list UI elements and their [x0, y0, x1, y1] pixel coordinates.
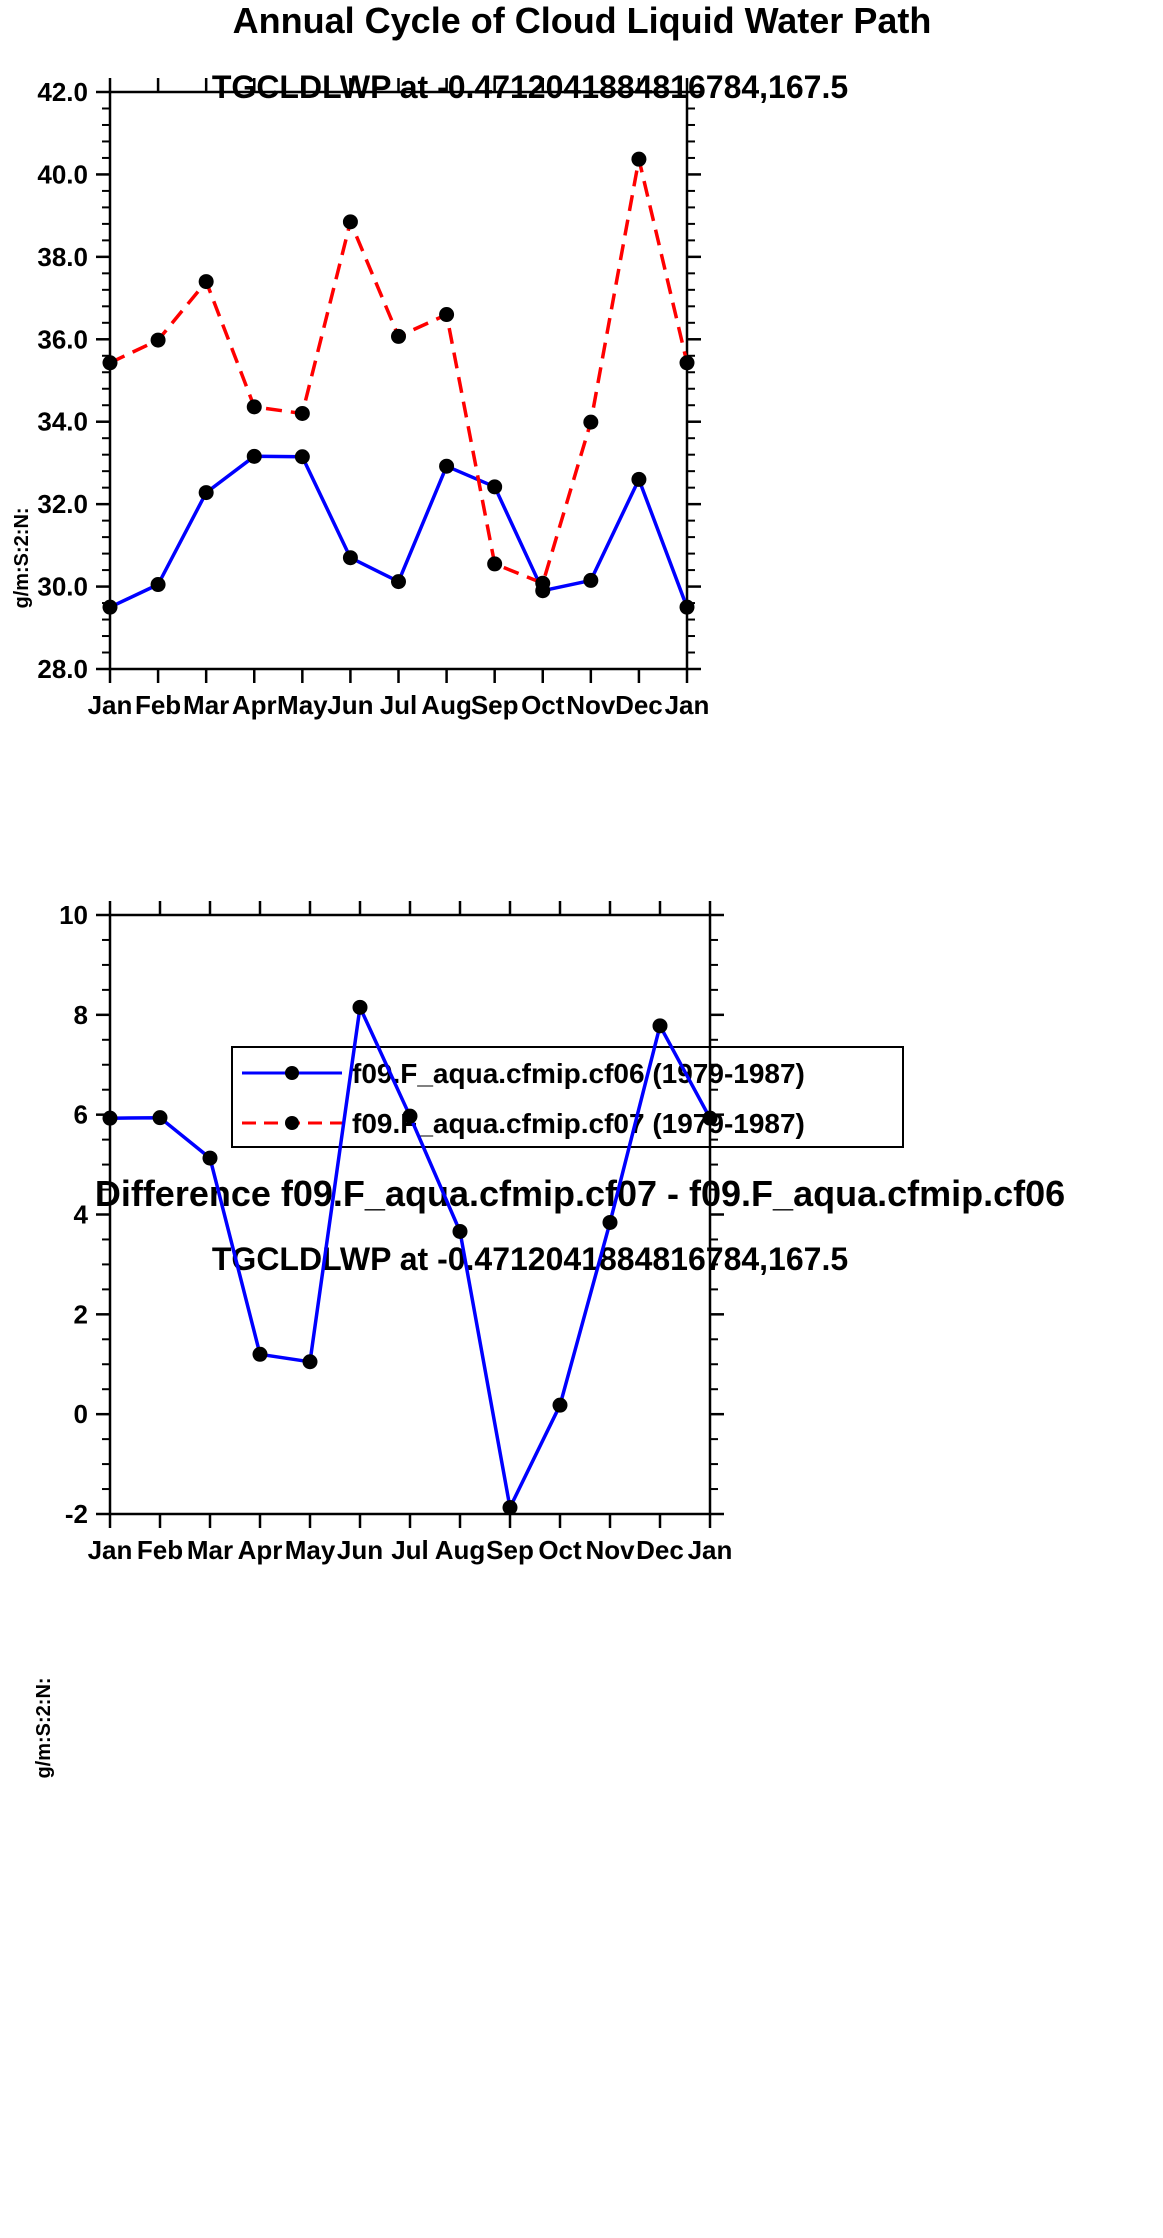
chart2-xtick-label: Apr — [238, 1535, 283, 1565]
chart1-series-0-point — [150, 577, 166, 593]
legend-marker-cf06 — [285, 1066, 299, 1080]
chart1-xtick-label: Oct — [521, 690, 565, 720]
chart1-xtick-label: Dec — [615, 690, 663, 720]
chart1-series-1-point — [150, 332, 166, 348]
chart2-xtick-label: Jun — [337, 1535, 383, 1565]
chart1-ytick-label: 34.0 — [37, 407, 88, 437]
chart2-ytick-label: -2 — [65, 1499, 88, 1529]
chart2-subtitle: TGCLDLWP at -0.4712041884816784,167.5 — [212, 1241, 848, 1277]
chart1-series-0-point — [487, 479, 503, 495]
chart2-ylabel: g/m:S:2:N: — [33, 1677, 55, 1778]
chart1-series-1-point — [342, 214, 358, 230]
chart1-series-0-point — [198, 485, 214, 501]
chart1-ytick-label: 28.0 — [37, 654, 88, 684]
chart1-series-1-point — [487, 556, 503, 572]
chart2-xtick-label: May — [285, 1535, 336, 1565]
chart2-series-0-point — [552, 1397, 568, 1413]
chart2-series-0-point — [602, 1214, 618, 1230]
chart1-series-0-point — [102, 599, 118, 615]
chart1-series-1-point — [535, 575, 551, 591]
legend-marker-cf07 — [285, 1116, 299, 1130]
chart1-series-0-point — [583, 572, 599, 588]
chart1-series-1-point — [631, 151, 647, 167]
chart2-series-0-point — [252, 1346, 268, 1362]
chart1-series-1-point — [679, 355, 695, 371]
chart2-series-0-point — [352, 999, 368, 1015]
chart2-xtick-label: Oct — [538, 1535, 582, 1565]
chart2-ytick-label: 4 — [74, 1200, 89, 1230]
chart1-xtick-label: May — [277, 690, 328, 720]
legend-label-cf06: f09.F_aqua.cfmip.cf06 (1979-1987) — [352, 1058, 805, 1089]
chart2-xtick-label: Mar — [187, 1535, 233, 1565]
chart1-ytick-label: 42.0 — [37, 77, 88, 107]
chart1-xtick-label: Jan — [665, 690, 710, 720]
chart2-series-0-point — [202, 1150, 218, 1166]
chart2-series-0-point — [702, 1110, 718, 1126]
chart1-series-0-point — [246, 448, 262, 464]
chart2-xtick-label: Jul — [391, 1535, 429, 1565]
chart1-xtick-label: Mar — [183, 690, 229, 720]
chart1-series-1-point — [439, 307, 455, 323]
chart1-series-0-point — [391, 574, 406, 590]
chart2-ytick-label: 8 — [74, 1000, 88, 1030]
chart2-ytick-label: 6 — [74, 1100, 88, 1130]
chart2-plot-area — [102, 999, 718, 1516]
chart1-xtick-label: Sep — [471, 690, 519, 720]
legend-label-cf07: f09.F_aqua.cfmip.cf07 (1979-1987) — [352, 1108, 805, 1139]
chart1-xtick-label: Jul — [380, 690, 418, 720]
chart2-series-0-point — [502, 1500, 518, 1516]
chart2-xtick-label: Nov — [585, 1535, 635, 1565]
chart1-ytick-label: 40.0 — [37, 159, 88, 189]
chart1-xtick-label: Nov — [566, 690, 616, 720]
chart2-xtick-label: Feb — [137, 1535, 183, 1565]
chart2-xtick-label: Jan — [88, 1535, 133, 1565]
chart1-xtick-label: Aug — [421, 690, 472, 720]
chart2-series-0-point — [302, 1354, 318, 1370]
chart1-plot-area — [102, 151, 695, 615]
chart2-ytick-label: 0 — [74, 1399, 88, 1429]
chart1-ytick-label: 32.0 — [37, 489, 88, 519]
chart1-series-1-point — [391, 328, 406, 344]
chart1-xtick-label: Jan — [88, 690, 133, 720]
chart1-series-1-point — [294, 405, 310, 421]
chart1-series-1-point — [246, 399, 262, 415]
chart2-xtick-label: Sep — [486, 1535, 534, 1565]
chart1-ytick-label: 30.0 — [37, 572, 88, 602]
chart2-series-0-point — [452, 1223, 468, 1239]
chart2-series-0-point — [652, 1018, 668, 1034]
chart1-xtick-label: Jun — [327, 690, 373, 720]
chart2-title: Difference f09.F_aqua.cfmip.cf07 - f09.F… — [95, 1173, 1065, 1214]
chart1-series-0-point — [679, 599, 695, 615]
chart1-series-1-point — [198, 274, 214, 290]
chart1-series-1-point — [583, 414, 599, 430]
chart2-xtick-label: Jan — [688, 1535, 733, 1565]
chart1-xtick-label: Feb — [135, 690, 181, 720]
chart2-xtick-label: Aug — [435, 1535, 486, 1565]
chart2-series-0-point — [402, 1108, 418, 1124]
chart1-title: Annual Cycle of Cloud Liquid Water Path — [233, 0, 932, 41]
chart1-series-0-point — [294, 449, 310, 465]
chart1-series-0-point — [342, 550, 358, 566]
legend-box — [231, 1046, 904, 1148]
chart1-xtick-label: Apr — [232, 690, 277, 720]
chart2-series-0-point — [152, 1110, 168, 1126]
chart2-ytick-label: 10 — [59, 900, 88, 930]
chart2-series-0-point — [102, 1110, 118, 1126]
chart1-ytick-label: 36.0 — [37, 324, 88, 354]
chart1-series-1-point — [102, 355, 118, 371]
chart1-legend: f09.F_aqua.cfmip.cf06 (1979-1987) f09.F_… — [231, 1046, 904, 1148]
chart1-ytick-label: 38.0 — [37, 242, 88, 272]
chart1-subtitle: TGCLDLWP at -0.4712041884816784,167.5 — [212, 69, 848, 105]
chart1-series-0-point — [439, 458, 455, 474]
chart2-xtick-label: Dec — [636, 1535, 684, 1565]
chart2-ytick-label: 2 — [74, 1299, 88, 1329]
chart1-series-0-point — [631, 471, 647, 487]
chart1-ylabel: g/m:S:2:N: — [11, 507, 33, 608]
